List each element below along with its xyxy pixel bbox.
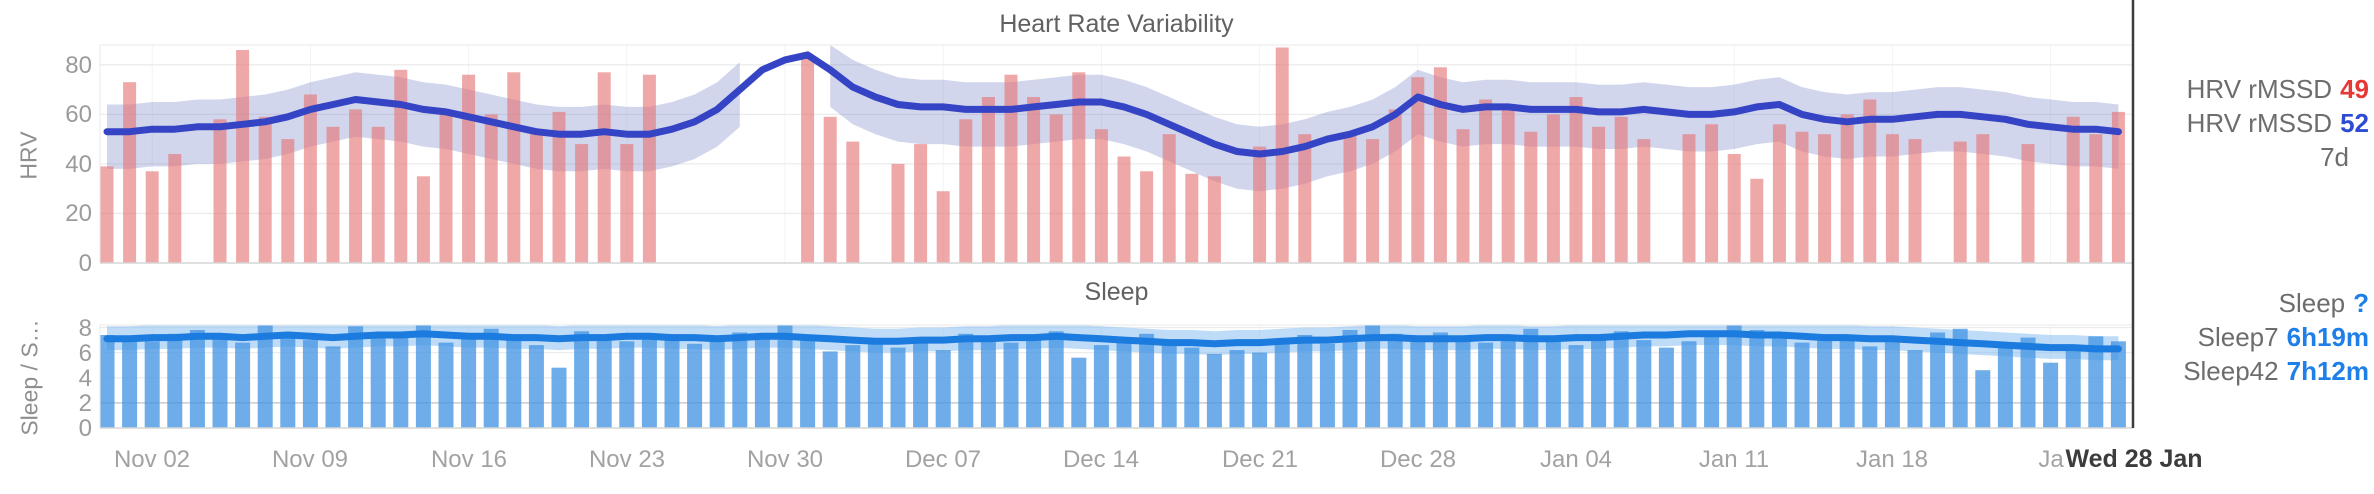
hrv-y-tick-label: 60 bbox=[65, 101, 92, 128]
hrv-legend-row-7d[interactable]: HRV rMSSD 52 bbox=[2187, 106, 2369, 140]
sleep-current-value: ? bbox=[2353, 288, 2369, 318]
sleep-7d-value: 6h19m bbox=[2286, 322, 2369, 352]
sleep-y-tick-label: 0 bbox=[78, 415, 92, 442]
hrv-legend: HRV rMSSD 49 HRV rMSSD 52 7d bbox=[2187, 72, 2369, 174]
hrv-y-tick-label: 40 bbox=[65, 151, 92, 178]
sleep-y-tick-label: 8 bbox=[78, 315, 92, 342]
sleep-y-tick-label: 4 bbox=[78, 365, 92, 392]
x-tick-label: Nov 02 bbox=[113, 446, 191, 473]
hrv-y-tick-label: 80 bbox=[65, 52, 92, 79]
sleep-legend-row-7d[interactable]: Sleep7 6h19m bbox=[2183, 320, 2369, 354]
sleep-y-tick-label: 2 bbox=[78, 390, 92, 417]
x-tick-label: Dec 14 bbox=[1062, 446, 1140, 473]
hrv-7d-value: 52 bbox=[2340, 108, 2369, 138]
x-tick-label: Dec 28 bbox=[1379, 446, 1457, 473]
sleep-7d-legend-label: Sleep7 bbox=[2197, 322, 2279, 352]
hrv-legend-7d-suffix: 7d bbox=[2320, 142, 2349, 172]
x-tick-label: Jan 11 bbox=[1698, 446, 1770, 473]
sleep-legend-row-daily[interactable]: Sleep? bbox=[2183, 286, 2369, 320]
x-tick-label: Nov 09 bbox=[271, 446, 349, 473]
x-tick-label: Dec 21 bbox=[1221, 446, 1299, 473]
sleep-legend-label: Sleep bbox=[2278, 288, 2346, 318]
x-tick-label: Ja bbox=[2038, 446, 2064, 473]
hrv-current-value: 49 bbox=[2340, 74, 2369, 104]
sleep-chart-title: Sleep bbox=[1084, 278, 1149, 306]
x-tick-label: Nov 16 bbox=[430, 446, 508, 473]
sleep-legend-row-42d[interactable]: Sleep42 7h12m bbox=[2183, 354, 2369, 388]
hrv-7d-legend-label: HRV rMSSD bbox=[2186, 108, 2333, 138]
today-date-label: Wed 28 Jan bbox=[2065, 445, 2203, 473]
x-tick-label: Dec 07 bbox=[904, 446, 982, 473]
hrv-legend-label: HRV rMSSD bbox=[2186, 74, 2333, 104]
hrv-y-tick-label: 20 bbox=[65, 200, 92, 227]
sleep-legend: Sleep? Sleep7 6h19m Sleep42 7h12m bbox=[2183, 286, 2369, 388]
sleep-42d-legend-label: Sleep42 bbox=[2183, 356, 2279, 386]
hrv-y-tick-label: 0 bbox=[78, 250, 92, 277]
sleep-y-tick-label: 6 bbox=[78, 340, 92, 367]
x-tick-label: Nov 30 bbox=[746, 446, 824, 473]
x-tick-label: Nov 23 bbox=[588, 446, 666, 473]
hrv-legend-row-daily[interactable]: HRV rMSSD 49 bbox=[2187, 72, 2369, 106]
sleep-42d-value: 7h12m bbox=[2286, 356, 2369, 386]
x-tick-label: Jan 04 bbox=[1539, 446, 1613, 473]
hrv-chart-title: Heart Rate Variability bbox=[999, 10, 1234, 38]
x-tick-label: Jan 18 bbox=[1855, 446, 1929, 473]
